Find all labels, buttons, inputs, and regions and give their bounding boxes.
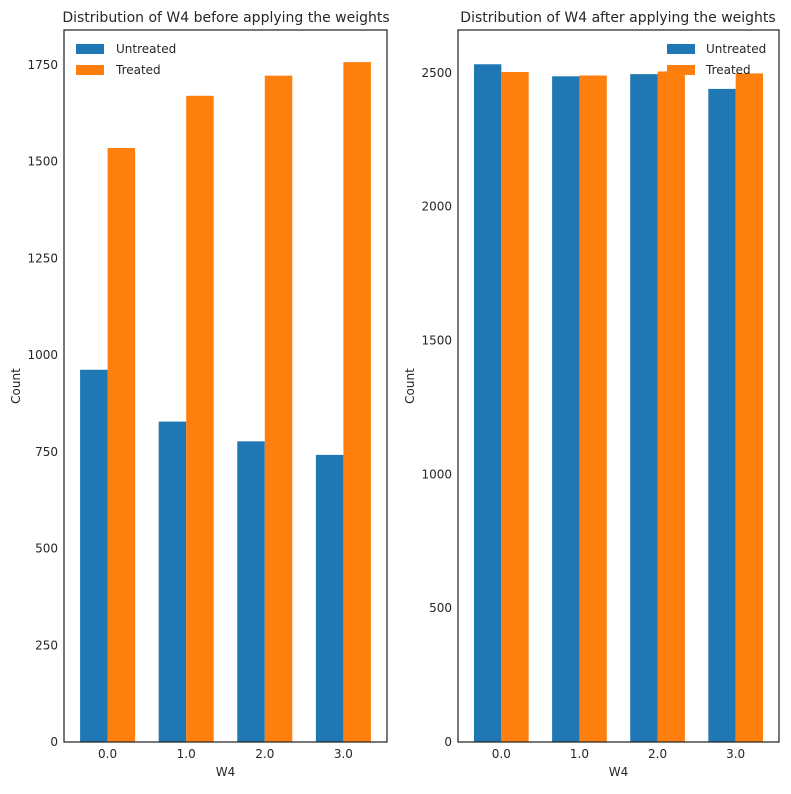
x-axis-label: W4 [216,765,236,779]
legend-label-treated: Treated [115,63,161,77]
y-axis-label: Count [9,368,23,404]
chart-title: Distribution of W4 before applying the w… [62,10,389,26]
bar-untreated-2.0 [630,74,658,743]
y-tick-label: 1500 [421,333,452,347]
bar-treated-2.0 [657,71,685,743]
x-tick-label: 0.0 [98,747,117,761]
legend-label-untreated: Untreated [116,42,176,56]
y-tick-label: 1000 [27,348,58,362]
bar-treated-0.0 [107,148,136,743]
legend-swatch-untreated [667,44,695,54]
x-tick-label: 3.0 [726,747,745,761]
chart-title: Distribution of W4 after applying the we… [460,10,775,26]
y-tick-label: 2500 [421,66,452,80]
bar-treated-2.0 [264,75,293,742]
bar-untreated-0.0 [473,64,502,742]
x-tick-label: 1.0 [570,747,589,761]
legend-swatch-untreated [76,44,104,54]
bar-treated-0.0 [501,72,529,743]
bar-untreated-1.0 [552,76,580,743]
y-axis-label: Count [403,368,417,404]
bar-untreated-3.0 [315,454,344,742]
bar-treated-1.0 [186,95,214,743]
x-tick-label: 3.0 [334,747,353,761]
legend-label-untreated: Untreated [706,42,766,56]
y-tick-label: 500 [35,542,58,556]
bar-treated-3.0 [343,62,371,743]
y-tick-label: 500 [429,601,452,615]
y-tick-label: 0 [444,735,452,749]
y-tick-label: 1000 [421,467,452,481]
y-tick-label: 1250 [27,251,58,265]
bar-treated-1.0 [579,75,607,742]
y-tick-label: 750 [35,445,58,459]
x-tick-label: 0.0 [492,747,511,761]
y-tick-label: 1500 [27,155,58,169]
x-tick-label: 1.0 [177,747,196,761]
bar-untreated-0.0 [80,369,108,742]
legend-label-treated: Treated [705,63,751,77]
x-tick-label: 2.0 [255,747,274,761]
chart-1: Distribution of W4 before applying the w… [9,10,390,779]
legend-swatch-treated [667,65,695,75]
x-axis-label: W4 [609,765,629,779]
bar-untreated-3.0 [708,88,736,743]
x-tick-label: 2.0 [648,747,667,761]
legend-swatch-treated [76,65,104,75]
y-tick-label: 2000 [421,200,452,214]
bar-treated-3.0 [735,73,764,742]
bar-untreated-1.0 [158,421,187,742]
chart-2: Distribution of W4 after applying the we… [403,10,780,779]
y-tick-label: 1750 [27,58,58,72]
plot-frame [457,29,780,743]
y-tick-label: 0 [50,735,58,749]
y-tick-label: 250 [35,638,58,652]
bar-untreated-2.0 [237,441,265,742]
plot-frame [63,29,388,743]
